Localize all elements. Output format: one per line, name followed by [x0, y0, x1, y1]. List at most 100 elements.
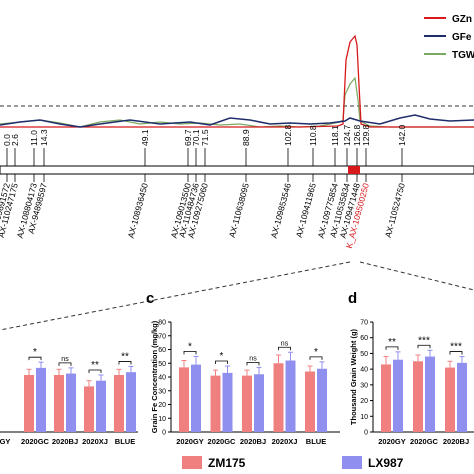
y-tick-label: 20: [158, 402, 166, 409]
significance-label: ns: [249, 355, 257, 362]
bar-zm175: [179, 367, 189, 432]
chromosome-bar: [0, 165, 474, 175]
y-tick-label: 60: [360, 335, 368, 342]
tgw-lod-curve: [0, 76, 474, 128]
y-tick-label: 20: [360, 398, 368, 405]
bar-zm175: [413, 361, 423, 432]
y-tick-label: 30: [158, 388, 166, 395]
bar-zm175: [54, 375, 64, 432]
significance-label: *: [188, 341, 192, 352]
y-axis-title: Thousand Grain Weight (g): [349, 328, 358, 425]
bar-lx987: [222, 372, 233, 432]
significance-bracket: [88, 369, 102, 373]
bar-lx987: [393, 359, 403, 432]
x-tick-label: BLUE: [115, 437, 135, 446]
y-tick-label: 70: [158, 333, 166, 340]
y-tick-label: 0: [364, 430, 368, 437]
marker-position-label: 142.0: [397, 124, 407, 146]
genotype-legend: ZM175 LX987: [182, 456, 404, 470]
significance-label: *: [33, 347, 37, 358]
marker-position-label: 124.7: [342, 124, 352, 146]
bar-lx987: [66, 373, 76, 432]
significance-bracket: [28, 356, 42, 361]
marker-position-label: 126.8: [352, 124, 362, 146]
bar-zm175: [242, 375, 252, 432]
marker-position-label: 2.6: [10, 134, 20, 146]
y-tick-label: 60: [158, 347, 166, 354]
y-tick-label: 40: [158, 375, 166, 382]
bar-lx987: [96, 380, 106, 432]
significance-bracket: [309, 356, 323, 360]
marker-name-label: AX-109853546: [269, 182, 293, 240]
y-tick-label: 70: [360, 320, 368, 327]
significance-bracket: [118, 361, 132, 365]
x-tick-label: 2020BJ: [52, 437, 78, 446]
bar-zm175: [445, 367, 455, 432]
y-tick-label: 30: [360, 382, 368, 389]
significance-label: **: [388, 337, 396, 348]
y-tick-label: 40: [360, 367, 368, 374]
marker-name-label: AX-110638095: [227, 182, 251, 239]
significance-label: **: [121, 351, 129, 362]
x-tick-label: 2020GC: [208, 437, 237, 446]
legend-swatch-lx987: [342, 456, 362, 469]
linkage-map: 0.0AX-1096915722.6AX-11024717511.0AX-108…: [0, 124, 474, 249]
marker-position-label: 69.7: [183, 129, 193, 146]
legend-label-gzn: GZn: [452, 14, 472, 25]
significance-bracket: [278, 346, 291, 351]
significance-bracket: [417, 344, 431, 349]
marker-position-label: 11.0: [29, 130, 39, 146]
marker-position-label: 49.1: [140, 129, 150, 146]
significance-label: **: [91, 360, 99, 371]
bar-panel-b: GY * 2020GC ns 2020BJ ** 2020XJ ** BLUE: [0, 347, 138, 446]
y-axis-title: Grain Fe Concentration (mg/kg): [150, 320, 159, 433]
marker-position-label: 129.8: [361, 124, 371, 146]
marker-position-label: 118.1: [330, 125, 340, 146]
zoom-line-left: [0, 261, 351, 331]
significance-label: ns: [61, 356, 69, 363]
marker-position-label: 88.9: [241, 129, 251, 146]
legend-label-zm175: ZM175: [208, 456, 246, 470]
lod-plot: [0, 34, 474, 128]
bar-lx987: [285, 360, 296, 432]
legend-swatch-zm175: [182, 456, 202, 469]
bar-zm175: [114, 375, 124, 432]
marker-name-label: AX-109411965: [294, 182, 318, 239]
bar-zm175: [273, 363, 284, 432]
marker-position-label: 110.8: [308, 125, 318, 146]
bar-lx987: [457, 362, 467, 432]
x-tick-label: 2020GY: [378, 437, 406, 446]
x-tick-label: 2020XJ: [272, 437, 298, 446]
significance-bracket: [449, 351, 463, 355]
lod-legend: GZn GFe TGW: [424, 14, 474, 61]
y-tick-label: 50: [360, 351, 368, 358]
significance-label: *: [314, 347, 318, 358]
marker-position-label: 70.1: [191, 129, 201, 146]
qtl-interval: [348, 166, 360, 174]
bar-zm175: [24, 375, 34, 432]
y-tick-label: 10: [158, 416, 166, 423]
significance-bracket: [385, 346, 399, 350]
bar-lx987: [191, 364, 201, 432]
bar-lx987: [254, 374, 264, 432]
x-tick-label: 2020GC: [410, 437, 439, 446]
marker-position-label: 102.8: [283, 124, 293, 146]
significance-bracket: [58, 362, 72, 366]
bar-zm175: [305, 371, 315, 432]
significance-bracket: [215, 360, 228, 364]
x-tick-label: GY: [0, 437, 10, 446]
significance-label: ***: [418, 335, 430, 346]
y-tick-label: 10: [360, 414, 368, 421]
significance-bracket: [183, 350, 197, 355]
y-tick-label: 50: [158, 361, 166, 368]
legend-label-lx987: LX987: [368, 456, 404, 470]
y-tick-label: 80: [158, 320, 166, 327]
x-tick-label: 2020GY: [176, 437, 204, 446]
bar-lx987: [36, 367, 46, 432]
marker-position-label: 14.3: [39, 129, 49, 146]
gfe-lod-curve: [0, 114, 474, 128]
panel-label-d: d: [348, 290, 357, 307]
